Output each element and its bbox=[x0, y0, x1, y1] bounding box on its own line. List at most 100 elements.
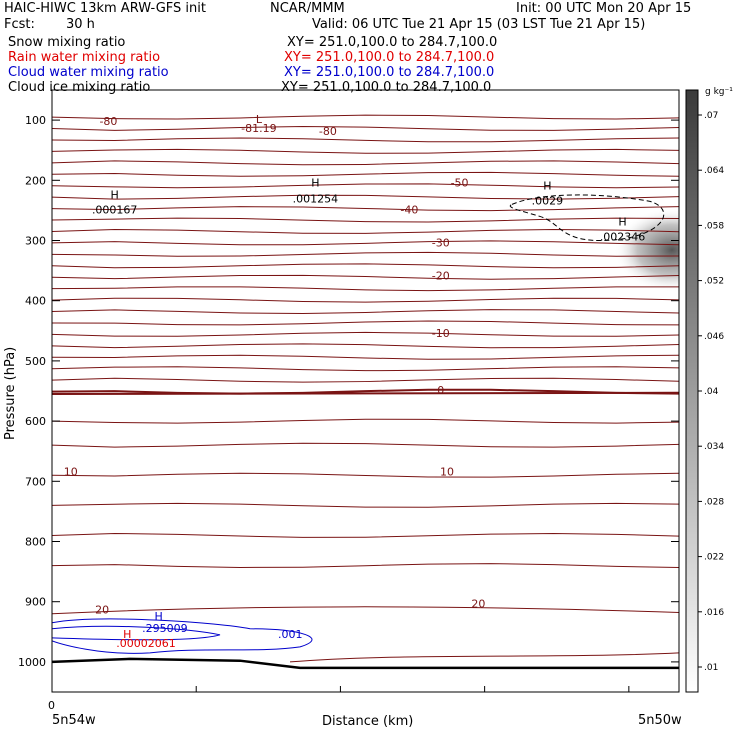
y-tick-label: 500 bbox=[25, 355, 46, 368]
temperature-contour bbox=[52, 183, 679, 189]
temperature-label: -80 bbox=[99, 115, 117, 128]
temperature-contour bbox=[52, 354, 679, 360]
low-level-label: .295009 bbox=[142, 622, 188, 635]
y-tick-label: 400 bbox=[25, 295, 46, 308]
y-tick-label: 600 bbox=[25, 415, 46, 428]
temperature-contour bbox=[52, 502, 679, 508]
temperature-contour bbox=[52, 126, 679, 131]
temperature-label: -81.19 bbox=[241, 122, 276, 135]
temperature-label: -50 bbox=[451, 176, 469, 189]
temperature-contour bbox=[52, 251, 679, 257]
temperature-contour bbox=[52, 274, 679, 280]
x-axis-label: Distance (km) bbox=[322, 714, 413, 729]
low-level-label: .00002061 bbox=[116, 637, 176, 650]
temperature-label: 20 bbox=[95, 604, 109, 617]
temperature-contour bbox=[52, 563, 679, 569]
temperature-label: 10 bbox=[64, 465, 78, 478]
header-fcst-label: Fcst: bbox=[4, 17, 35, 32]
high-label: H bbox=[543, 179, 551, 192]
x-left-label: 5n54w bbox=[52, 713, 96, 728]
y-tick-label: 1000 bbox=[18, 656, 46, 669]
temperature-label: -20 bbox=[432, 270, 450, 283]
temperature-label: -80 bbox=[319, 125, 337, 138]
temperature-contour bbox=[52, 388, 679, 395]
field-name-rain: Rain water mixing ratio bbox=[8, 50, 161, 65]
temperature-contour bbox=[52, 297, 679, 303]
y-tick-label: 200 bbox=[25, 174, 46, 187]
y-tick-label: 800 bbox=[25, 536, 46, 549]
temperature-contour bbox=[289, 652, 679, 663]
temperature-label: L bbox=[256, 113, 263, 126]
temperature-contour bbox=[52, 137, 679, 143]
temperature-contour bbox=[52, 606, 679, 615]
temperature-label: 20 bbox=[471, 598, 485, 611]
temperature-contour bbox=[52, 366, 679, 372]
temperature-contour bbox=[52, 320, 679, 326]
temperature-contour bbox=[52, 442, 679, 448]
temperature-contour bbox=[52, 240, 679, 246]
temperature-label: -30 bbox=[432, 237, 450, 250]
low-level-label: H bbox=[123, 628, 131, 641]
high-label: .0029 bbox=[532, 194, 564, 207]
field-xy-snow: XY= 251.0,100.0 to 284.7,100.0 bbox=[287, 35, 498, 50]
y-tick-label: 700 bbox=[25, 475, 46, 488]
temperature-label: -10 bbox=[432, 327, 450, 340]
temperature-contour bbox=[52, 343, 679, 349]
field-name-snow: Snow mixing ratio bbox=[8, 35, 126, 50]
high-label: .000167 bbox=[92, 203, 138, 216]
temperature-contour bbox=[52, 160, 679, 166]
colorbar-label: .064 bbox=[704, 166, 724, 176]
field-name-cloud-water: Cloud water mixing ratio bbox=[8, 65, 169, 80]
snow-contour bbox=[509, 194, 665, 242]
temperature-contour bbox=[52, 206, 679, 212]
colorbar-label: .04 bbox=[704, 387, 719, 397]
colorbar-label: .058 bbox=[704, 221, 724, 231]
field-xy-cloud-water: XY= 251.0,100.0 to 284.7,100.0 bbox=[284, 65, 495, 80]
freezing-level-contour bbox=[52, 391, 679, 396]
temperature-contour bbox=[52, 418, 679, 424]
y-tick-label: 300 bbox=[25, 235, 46, 248]
header-title: HAIC-HIWC 13km ARW-GFS init bbox=[4, 1, 206, 16]
high-label: H bbox=[618, 215, 626, 228]
low-level-label: H bbox=[154, 610, 162, 623]
high-label: H bbox=[311, 176, 319, 189]
terrain-line bbox=[52, 657, 679, 670]
x-right-label: 5n50w bbox=[638, 713, 682, 728]
colorbar-label: .052 bbox=[704, 277, 724, 287]
high-label: .002346 bbox=[600, 231, 646, 244]
y-tick-label: 900 bbox=[25, 596, 46, 609]
plot-frame bbox=[51, 89, 680, 693]
high-label: .001254 bbox=[293, 193, 339, 206]
temperature-label: 0 bbox=[437, 384, 444, 397]
colorbar bbox=[685, 89, 699, 693]
field-xy-rain: XY= 251.0,100.0 to 284.7,100.0 bbox=[284, 50, 495, 65]
high-label: H bbox=[111, 188, 119, 201]
field-name-cloud-ice: Cloud ice mixing ratio bbox=[8, 80, 151, 95]
cloud-water-contour bbox=[52, 618, 313, 654]
header-org: NCAR/MMM bbox=[270, 1, 345, 16]
y-axis-label: Pressure (hPa) bbox=[3, 347, 18, 440]
temperature-contour bbox=[52, 194, 679, 200]
temperature-contour bbox=[52, 217, 679, 223]
header-valid: Valid: 06 UTC Tue 21 Apr 15 (03 LST Tue … bbox=[312, 17, 646, 32]
header-fcst-value: 30 h bbox=[66, 17, 95, 32]
temperature-label: -40 bbox=[400, 203, 418, 216]
field-xy-cloud-ice: XY= 251.0,100.0 to 284.7,100.0 bbox=[281, 80, 492, 95]
temperature-contour bbox=[52, 228, 679, 234]
y-tick-label: 100 bbox=[25, 114, 46, 127]
temperature-label: 10 bbox=[440, 465, 454, 478]
temperature-contour bbox=[52, 114, 679, 120]
cloud-ice-shading bbox=[614, 208, 679, 292]
cloud-water-contour bbox=[52, 625, 221, 641]
colorbar-label: .022 bbox=[704, 553, 724, 563]
temperature-contour bbox=[52, 532, 679, 538]
temperature-contour bbox=[52, 171, 679, 177]
temperature-contour bbox=[52, 263, 679, 269]
colorbar-label: .034 bbox=[704, 442, 724, 452]
x-zero-label: 0 bbox=[48, 699, 55, 712]
colorbar-label: .028 bbox=[704, 497, 724, 507]
temperature-contour bbox=[52, 286, 679, 292]
low-level-label: .001 bbox=[278, 628, 303, 641]
colorbar-label: .016 bbox=[704, 608, 724, 618]
